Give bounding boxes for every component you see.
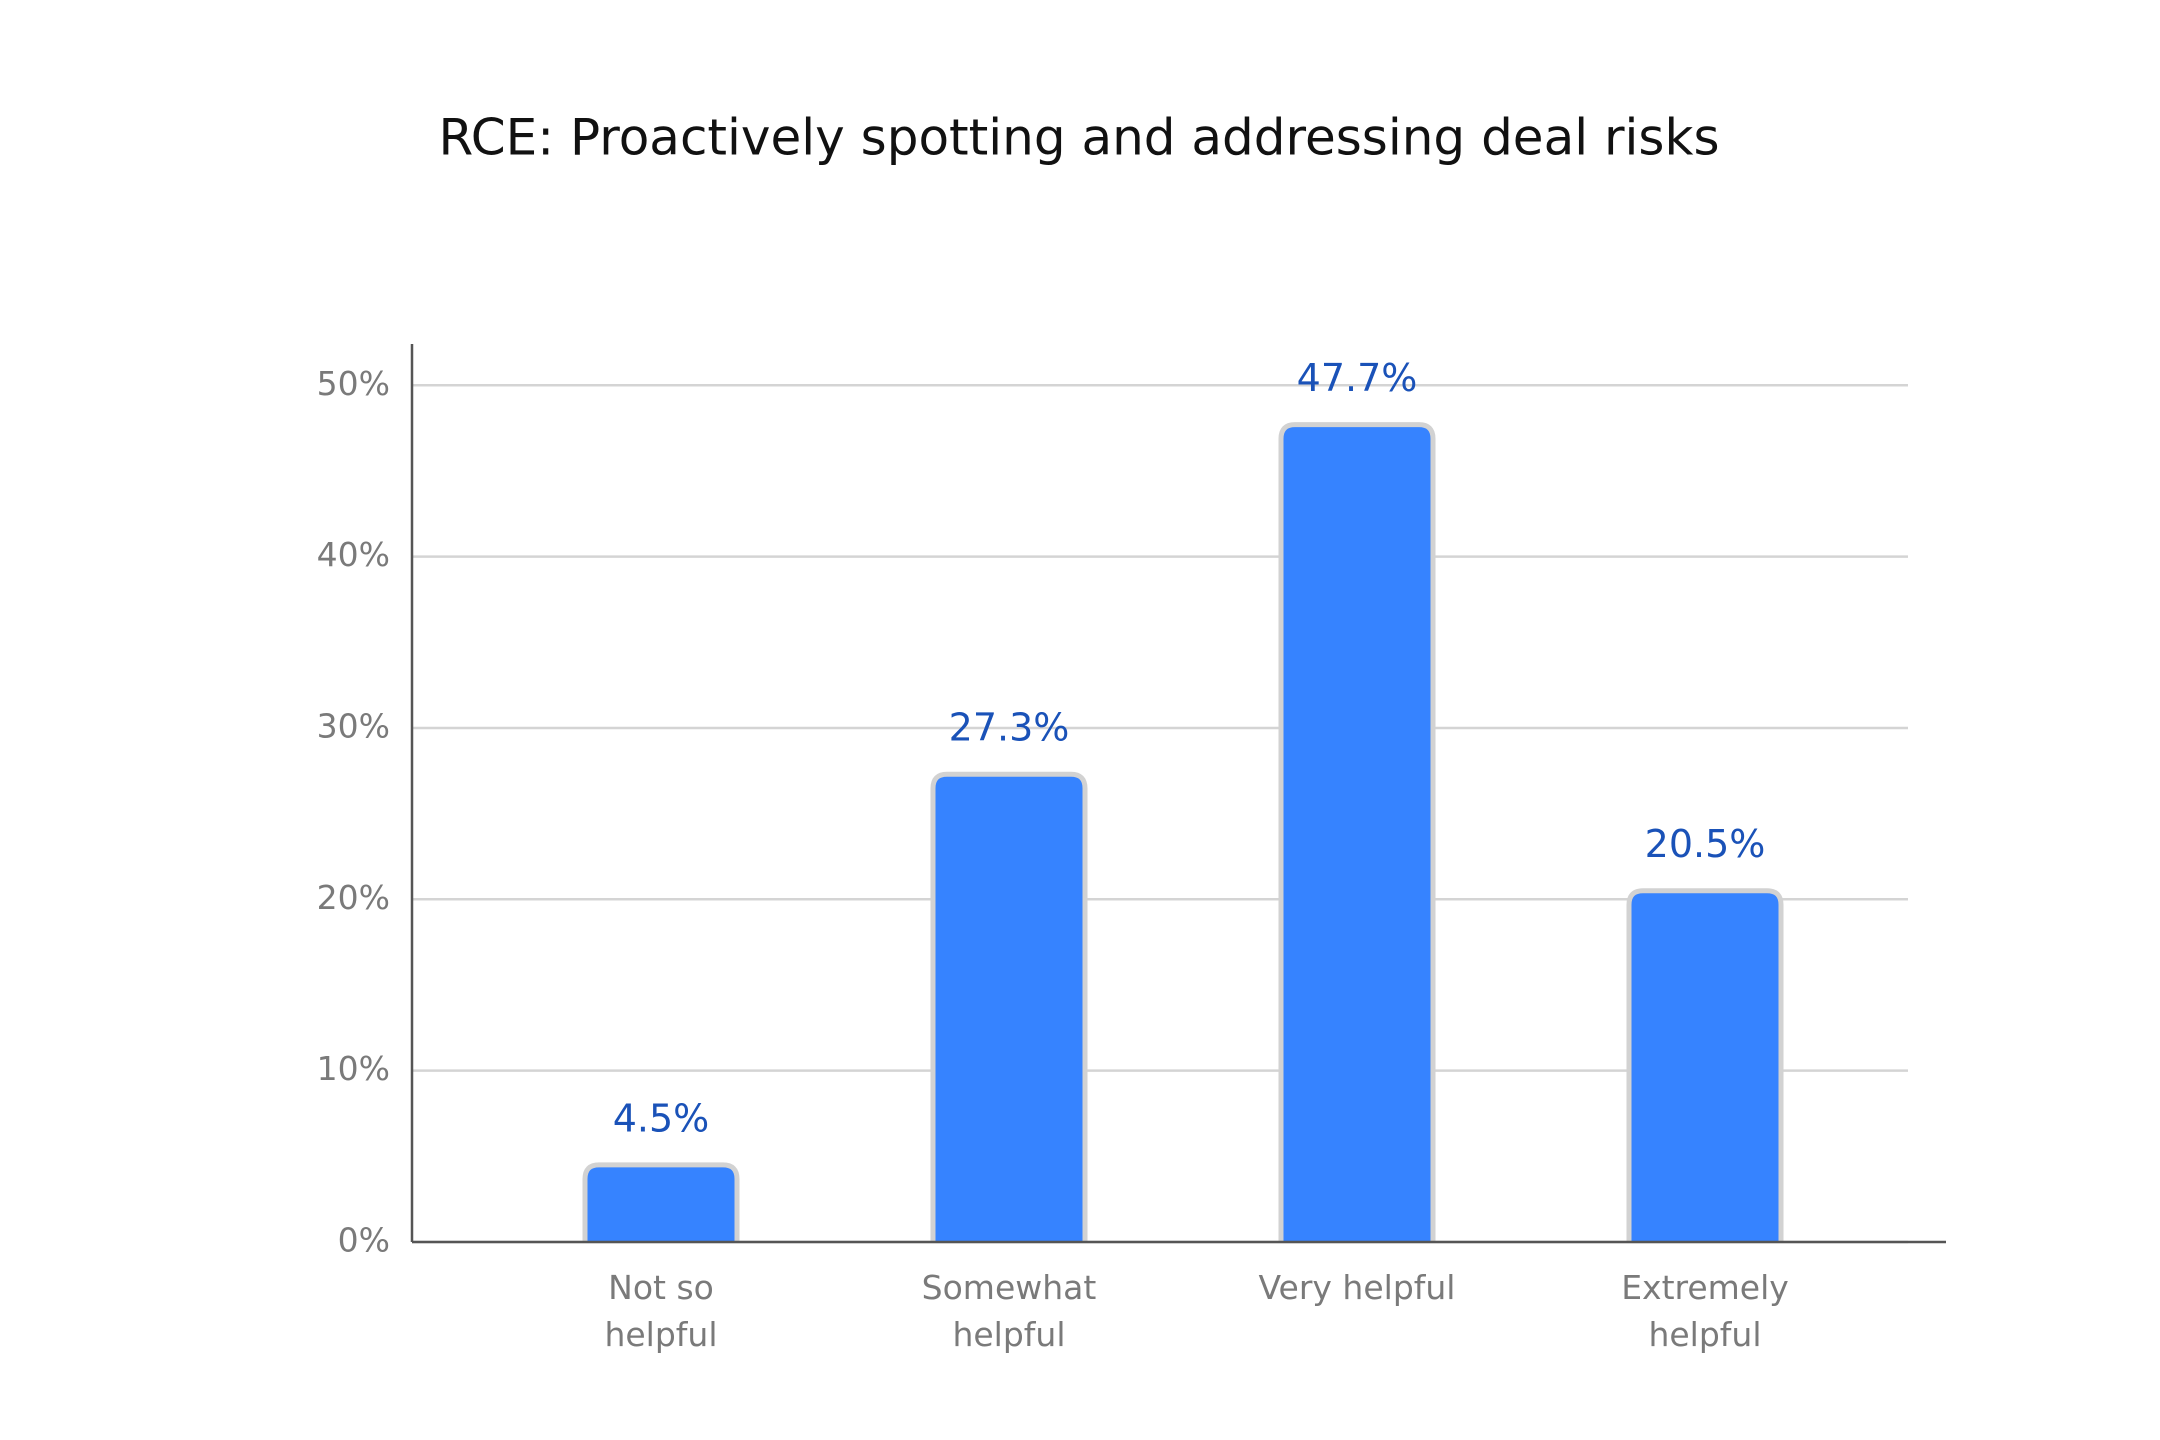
y-tick-label: 30% [317,706,390,745]
x-tick-label: Somewhat helpful [921,1268,1097,1354]
value-label: 4.5% [613,1096,710,1140]
value-label: 20.5% [1645,822,1766,866]
bar [1626,888,1784,1242]
bar [582,1162,740,1242]
x-tick-label: Very helpful [1258,1268,1456,1307]
bar [930,771,1088,1242]
y-tick-label: 0% [338,1221,390,1260]
value-label: 47.7% [1297,356,1418,400]
x-tick-label: Extremely helpful [1621,1268,1789,1354]
y-tick-label: 40% [317,535,390,574]
y-tick-label: 20% [317,878,390,917]
bars [582,422,1784,1242]
value-label: 27.3% [949,706,1070,750]
bar [1278,422,1436,1242]
y-tick-label: 50% [317,364,390,403]
chart-title: RCE: Proactively spotting and addressing… [438,109,1719,167]
x-tick-label: Not so helpful [604,1268,718,1354]
y-tick-label: 10% [317,1049,390,1088]
